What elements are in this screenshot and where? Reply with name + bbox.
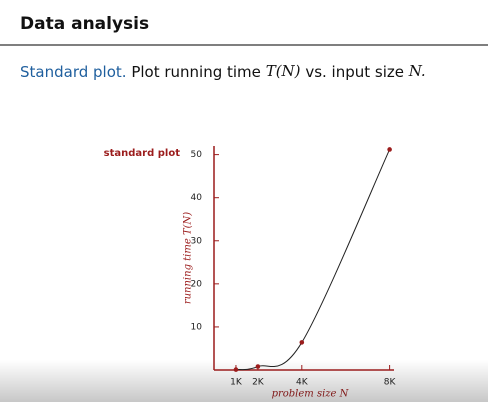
subtitle: Standard plot. Plot running time T(N) vs… xyxy=(20,62,426,81)
y-tick-label: 30 xyxy=(191,236,203,246)
subtitle-lead: Standard plot. xyxy=(20,63,127,81)
y-tick-label: 50 xyxy=(191,150,203,160)
subtitle-part: Plot running time xyxy=(131,63,261,81)
data-point xyxy=(233,367,239,372)
x-tick-label: 1K xyxy=(230,378,243,388)
y-tick-label: 40 xyxy=(191,193,203,203)
subtitle-part: N. xyxy=(408,62,426,80)
x-tick-label: 4K xyxy=(296,378,309,388)
x-tick-label: 2K xyxy=(252,378,265,388)
chart-title: standard plot xyxy=(104,148,181,159)
y-tick-label: 10 xyxy=(191,322,203,332)
curve xyxy=(235,149,391,371)
y-axis-label: running time T(N) xyxy=(183,212,194,304)
slide-title: Data analysis xyxy=(20,14,149,34)
subtitle-part: vs. input size xyxy=(305,63,404,81)
data-point xyxy=(299,340,305,345)
data-point xyxy=(255,364,261,369)
x-tick-label: 8K xyxy=(384,378,397,388)
data-point xyxy=(387,147,392,152)
y-tick-label: 20 xyxy=(191,279,203,289)
subtitle-part: T(N) xyxy=(266,62,301,80)
player-shade xyxy=(0,360,488,402)
